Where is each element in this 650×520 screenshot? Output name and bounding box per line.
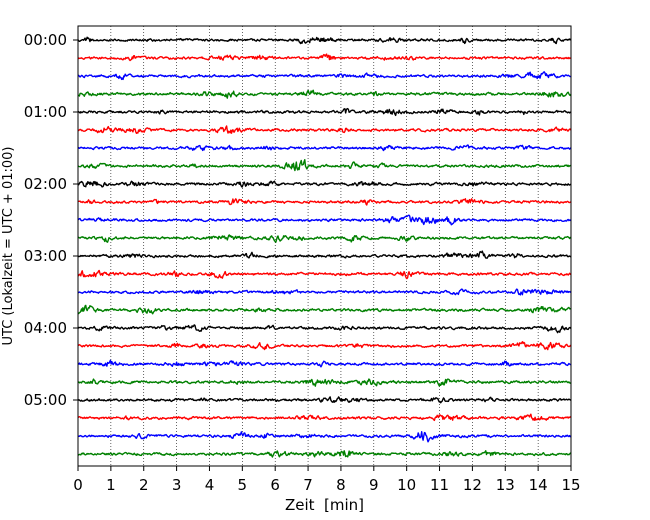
trace-line — [77, 198, 572, 206]
x-tick-label: 6 — [270, 476, 280, 494]
trace-line — [77, 359, 572, 368]
x-axis-label: Zeit [min] — [285, 496, 364, 514]
y-tick-label: 04:00 — [24, 319, 67, 337]
traces — [77, 36, 572, 458]
trace-line — [77, 269, 572, 280]
x-tick-label: 11 — [430, 476, 449, 494]
trace-line — [77, 214, 572, 226]
x-tick-label: 10 — [397, 476, 416, 494]
trace-line — [77, 144, 572, 152]
trace-line — [77, 396, 572, 404]
trace-line — [77, 89, 572, 99]
trace-line — [77, 159, 572, 172]
x-axis-ticks: 0 1 2 3 4 5 6 7 8 9 10 11 12 13 14 15 — [73, 466, 581, 494]
trace-line — [77, 234, 572, 243]
x-tick-label: 15 — [561, 476, 580, 494]
trace-line — [77, 250, 572, 259]
trace-line — [77, 324, 572, 334]
trace-line — [77, 378, 572, 387]
x-tick-label: 9 — [369, 476, 379, 494]
x-tick-label: 4 — [205, 476, 215, 494]
x-tick-label: 7 — [303, 476, 313, 494]
trace-line — [77, 71, 572, 81]
trace-line — [77, 125, 572, 134]
y-tick-label: 03:00 — [24, 247, 67, 265]
y-tick-label: 02:00 — [24, 175, 67, 193]
grid-lines — [110, 26, 539, 466]
plot-frame — [77, 25, 572, 467]
trace-line — [77, 180, 572, 188]
trace-line — [77, 304, 572, 315]
x-tick-label: 3 — [172, 476, 182, 494]
y-tick-label: 05:00 — [24, 391, 67, 409]
trace-line — [77, 450, 572, 458]
trace-line — [77, 107, 572, 117]
y-axis-ticks: 00:00 01:00 02:00 03:00 04:00 05:00 — [24, 31, 78, 409]
trace-line — [77, 288, 572, 296]
y-tick-label: 00:00 — [24, 31, 67, 49]
x-tick-label: 14 — [529, 476, 548, 494]
x-tick-label: 5 — [238, 476, 248, 494]
x-tick-label: 13 — [496, 476, 515, 494]
trace-line — [77, 413, 572, 422]
x-tick-label: 12 — [463, 476, 482, 494]
trace-line — [77, 341, 572, 351]
y-tick-label: 01:00 — [24, 103, 67, 121]
x-tick-label: 2 — [139, 476, 149, 494]
trace-line — [77, 53, 572, 62]
trace-line — [77, 36, 572, 45]
x-tick-label: 0 — [73, 476, 83, 494]
y-axis-label: UTC (Lokalzeit = UTC + 01:00) — [1, 147, 16, 346]
x-tick-label: 1 — [106, 476, 116, 494]
trace-line — [77, 431, 572, 443]
x-tick-label: 8 — [336, 476, 346, 494]
